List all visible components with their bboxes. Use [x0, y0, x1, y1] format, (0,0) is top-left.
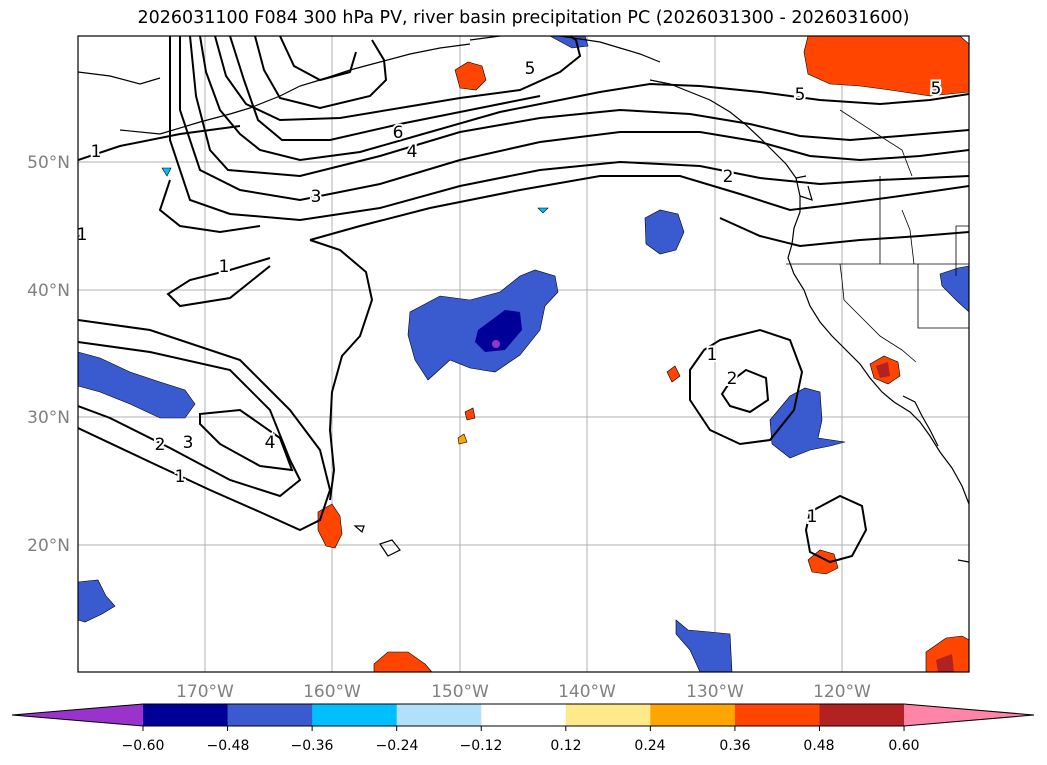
colorbar-segment	[650, 704, 736, 726]
colorbar-segment	[143, 704, 229, 726]
colorbar-tick-label: 0.24	[634, 738, 665, 754]
colorbar-tick-label: −0.60	[122, 738, 165, 754]
colorbar-segment	[734, 704, 820, 726]
contour-label: 1	[77, 225, 88, 245]
contour-label: 1	[219, 257, 230, 277]
contour-label: 2	[727, 369, 738, 389]
contour-label: 4	[407, 142, 418, 162]
lon-label: 130°W	[686, 682, 744, 702]
colorbar-segment	[481, 704, 567, 726]
colorbar-segment	[312, 704, 398, 726]
lon-label: 170°W	[176, 682, 234, 702]
latitude-labels: 50°N 40°N 30°N 20°N	[27, 153, 70, 556]
colorbar-extend-min	[12, 704, 143, 726]
contour-label: 6	[393, 123, 404, 143]
colorbar-tick-label: 0.60	[888, 738, 919, 754]
colorbar-extend-max	[904, 704, 1034, 726]
contour-label: 5	[525, 59, 536, 79]
colorbar	[11, 703, 1035, 731]
plot-frame	[77, 35, 970, 673]
contour-label: 2	[155, 435, 166, 455]
contour-label: 3	[183, 433, 194, 453]
lon-label: 120°W	[813, 682, 871, 702]
political-borders	[786, 109, 969, 363]
lon-label: 150°W	[431, 682, 489, 702]
colorbar-tick-label: 0.36	[719, 738, 750, 754]
contour-labels: 5 5 5 6 4 3 2 1 1 1 1 2 3 4 1 2 1	[77, 57, 943, 529]
contour-label: 5	[931, 79, 942, 99]
precip-negative-areas	[78, 36, 969, 672]
lat-label: 50°N	[27, 153, 70, 173]
lat-label: 20°N	[27, 536, 70, 556]
contour-label: 1	[707, 345, 718, 365]
contour-label: 3	[311, 187, 322, 207]
coastlines	[78, 36, 969, 563]
colorbar-segment	[227, 704, 313, 726]
contour-label: 1	[175, 467, 186, 487]
contour-label: 4	[265, 433, 276, 453]
colorbar-tick-label: −0.36	[291, 738, 334, 754]
colorbar-tick-label: −0.48	[207, 738, 250, 754]
contour-label: 2	[723, 167, 734, 187]
lat-label: 30°N	[27, 408, 70, 428]
colorbar-tick-label: 0.48	[803, 738, 834, 754]
colorbar-tick-label: 0.12	[550, 738, 581, 754]
plot-area	[78, 36, 969, 672]
map-title: 2026031100 F084 300 hPa PV, river basin …	[137, 8, 910, 28]
precip-positive-areas	[317, 36, 969, 672]
contour-label: 1	[91, 142, 102, 162]
contour-label: 5	[795, 85, 806, 105]
lat-label: 40°N	[27, 281, 70, 301]
lon-label: 160°W	[303, 682, 361, 702]
contour-label: 1	[807, 507, 818, 527]
colorbar-segment	[565, 704, 651, 726]
longitude-labels: 170°W 160°W 150°W 140°W 130°W 120°W	[176, 682, 871, 702]
colorbar-segment	[396, 704, 482, 726]
colorbar-ticks: −0.60 −0.48 −0.36 −0.24 −0.12 0.12 0.24 …	[122, 738, 920, 754]
colorbar-segment	[819, 704, 905, 726]
pv-contours	[78, 36, 969, 564]
colorbar-tick-label: −0.12	[460, 738, 503, 754]
colorbar-tick-label: −0.24	[376, 738, 419, 754]
lon-label: 140°W	[558, 682, 616, 702]
